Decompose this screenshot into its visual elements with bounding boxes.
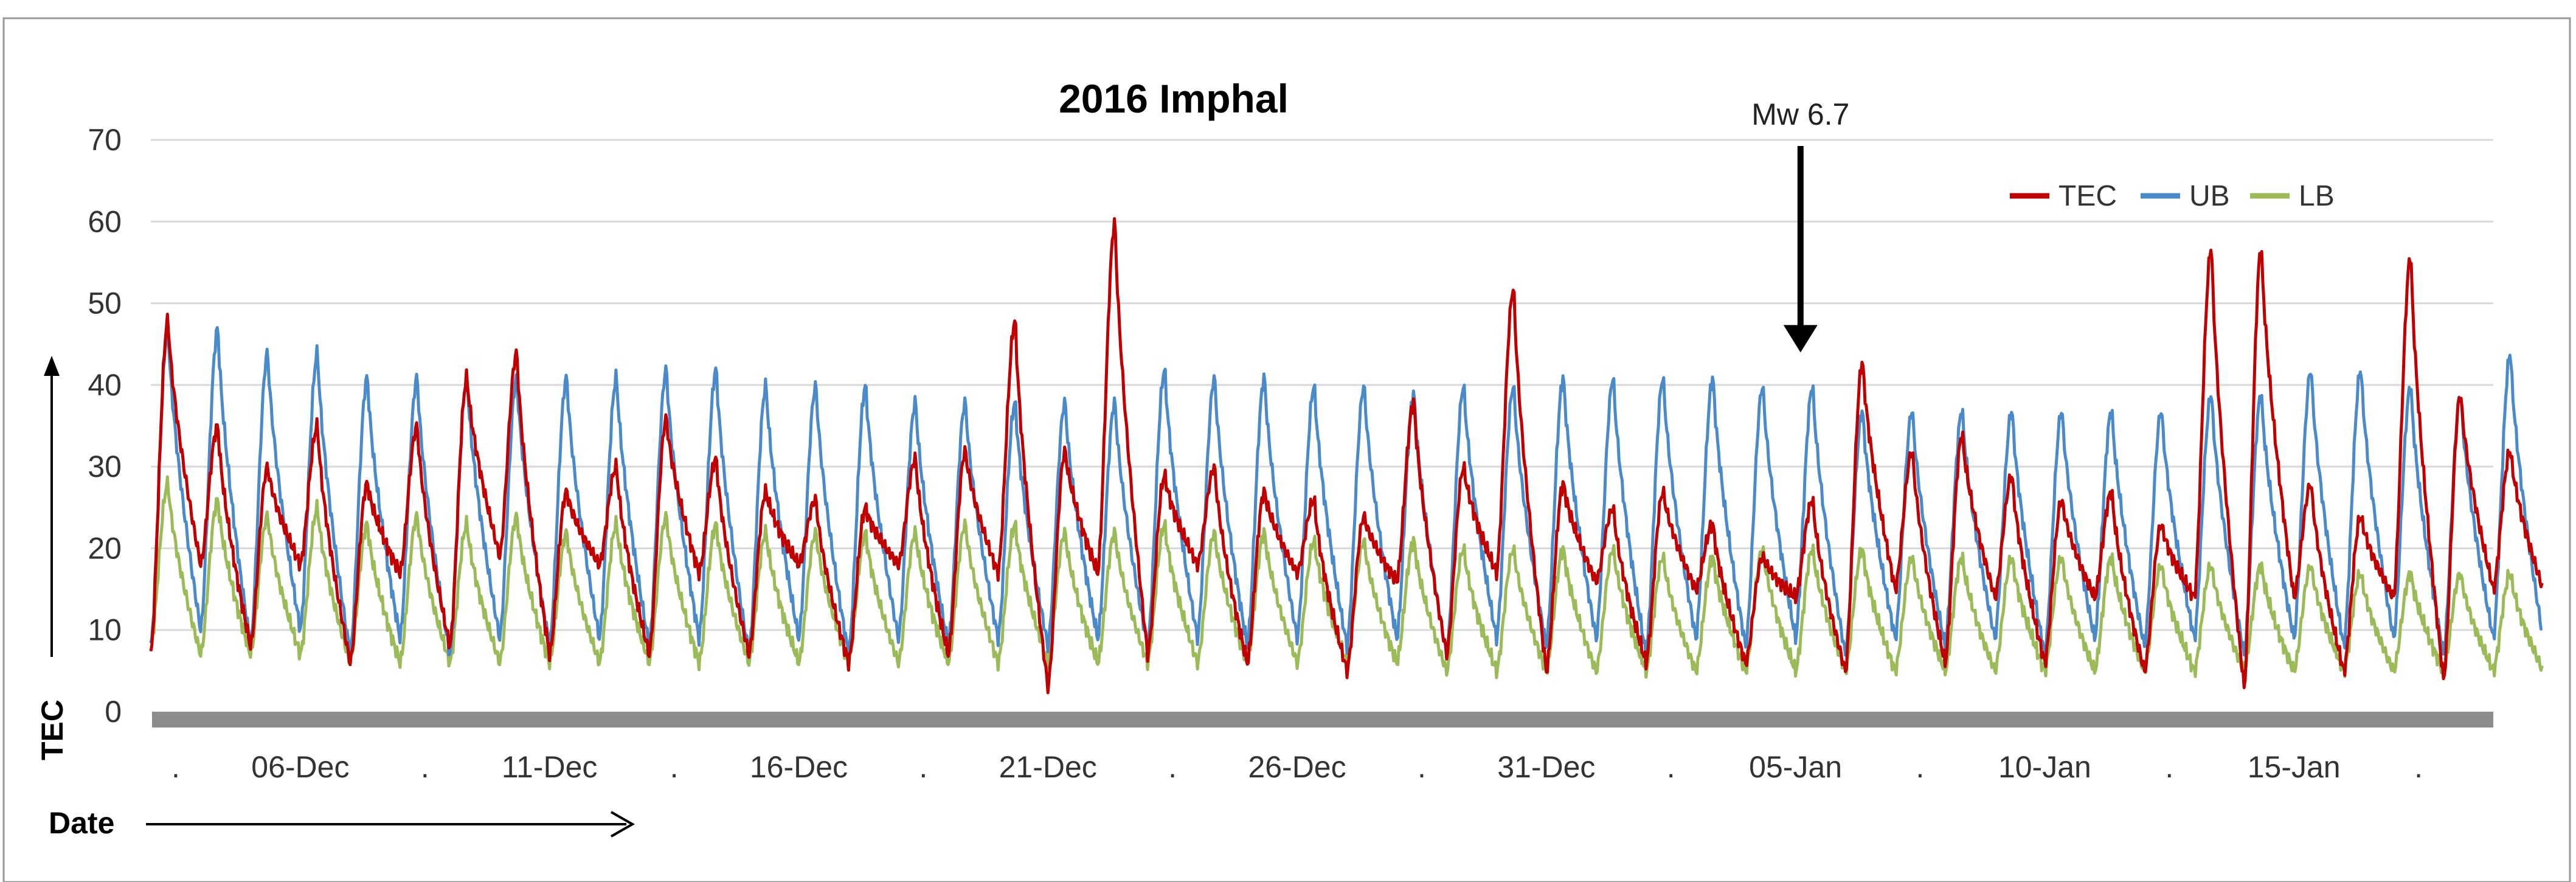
- series-line-tec: [149, 217, 2544, 695]
- x-minor-tick-mark: .: [919, 750, 927, 784]
- x-minor-tick-mark: .: [1916, 750, 1925, 784]
- y-axis-title-group: TEC: [35, 356, 69, 760]
- data-series: [149, 217, 2544, 695]
- legend-label-tec: TEC: [2058, 180, 2117, 212]
- y-tick-label: 30: [88, 450, 122, 484]
- x-minor-tick-mark: .: [1667, 750, 1675, 784]
- down-arrow-icon: [1783, 325, 1818, 353]
- x-axis-tick-labels: 06-Dec 11-Dec 16-Dec 21-Dec 26-Dec 31-Dec 05-J…: [171, 750, 2423, 784]
- x-tick-label: 31-Dec: [1497, 750, 1595, 784]
- y-tick-label: 60: [88, 204, 122, 238]
- x-minor-tick-mark: .: [1418, 750, 1426, 784]
- x-tick-label: 21-Dec: [999, 750, 1097, 784]
- legend-label-lb: LB: [2299, 180, 2335, 212]
- legend: TEC UB LB: [2010, 180, 2335, 212]
- y-tick-label: 10: [88, 613, 122, 647]
- y-tick-label: 20: [88, 531, 122, 565]
- y-tick-label: 40: [88, 368, 122, 402]
- legend-label-ub: UB: [2189, 180, 2230, 212]
- x-tick-label: 16-Dec: [750, 750, 848, 784]
- x-axis-title: Date: [49, 806, 114, 840]
- x-axis-arrow-head-icon: [611, 811, 635, 838]
- y-tick-label: 0: [105, 695, 122, 729]
- x-minor-tick-mark: .: [2414, 750, 2423, 784]
- x-tick-label: 26-Dec: [1248, 750, 1346, 784]
- x-tick-label: 11-Dec: [502, 750, 597, 784]
- chart-border: [2, 17, 2571, 882]
- x-minor-tick-mark: .: [421, 750, 429, 784]
- x-tick-label: 15-Jan: [2248, 750, 2341, 784]
- y-axis-title: TEC: [35, 700, 69, 760]
- y-tick-label: 70: [88, 123, 122, 157]
- y-axis-tick-labels: 0 10 20 30 40 50 60 70: [88, 123, 122, 729]
- x-axis-title-group: Date: [49, 806, 635, 840]
- x-minor-tick-mark: .: [2165, 750, 2173, 784]
- y-tick-label: 50: [88, 286, 122, 321]
- x-axis-line: [152, 712, 2493, 727]
- x-tick-label: 06-Dec: [251, 750, 349, 784]
- x-minor-tick-mark: .: [1168, 750, 1177, 784]
- earthquake-annotation: Mw 6.7: [1751, 97, 1849, 353]
- x-tick-label: 10-Jan: [1998, 750, 2091, 784]
- y-axis-arrow-head-icon: [44, 356, 60, 376]
- x-tick-label: 05-Jan: [1749, 750, 1842, 784]
- annotation-label: Mw 6.7: [1751, 97, 1849, 131]
- x-minor-tick-mark: .: [670, 750, 679, 784]
- x-minor-tick-mark: .: [171, 750, 180, 784]
- chart-title: 2016 Imphal: [1059, 76, 1289, 121]
